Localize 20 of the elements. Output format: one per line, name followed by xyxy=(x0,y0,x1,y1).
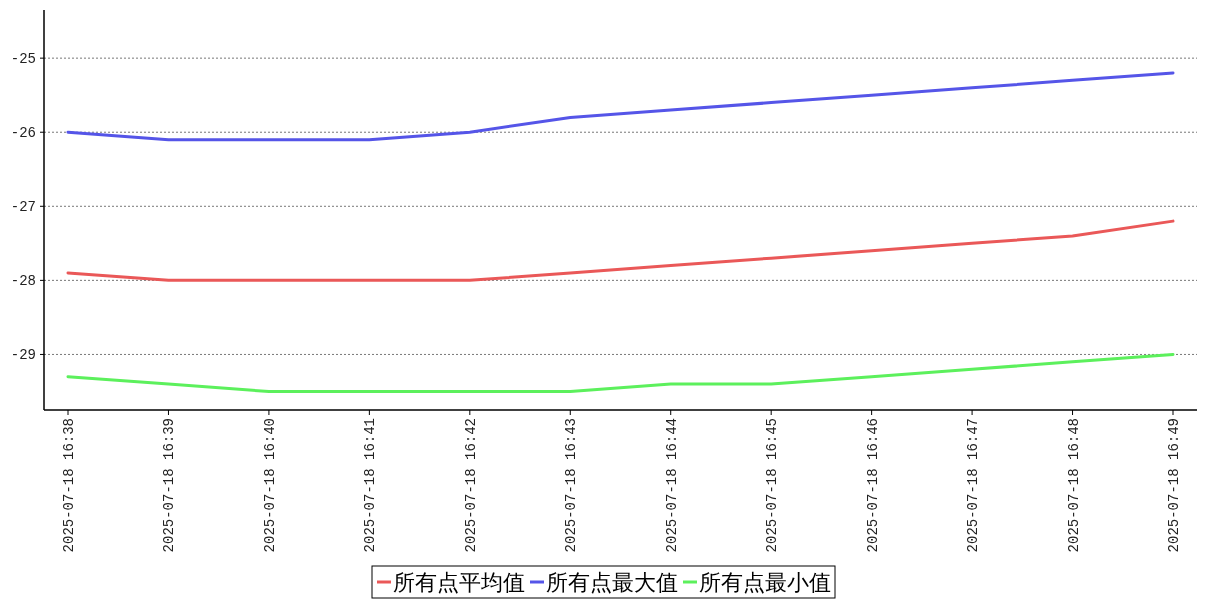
x-tick-label: 2025-07-18 16:43 xyxy=(563,418,580,553)
x-tick-label: 2025-07-18 16:38 xyxy=(61,418,77,553)
x-tick-label: 2025-07-18 16:41 xyxy=(362,418,379,553)
x-tick-label: 2025-07-18 16:45 xyxy=(764,418,781,553)
x-tick-label: 2025-07-18 16:42 xyxy=(462,418,479,553)
y-tick-label: -29 xyxy=(10,347,36,364)
x-tick-label: 2025-07-18 16:47 xyxy=(965,418,982,553)
y-tick-label: -26 xyxy=(10,125,36,142)
x-tick-label: 2025-07-18 16:44 xyxy=(663,418,680,553)
x-tick-label: 2025-07-18 16:39 xyxy=(161,418,178,553)
x-tick-label: 2025-07-18 16:46 xyxy=(864,418,881,553)
x-tick-label: 2025-07-18 16:40 xyxy=(261,418,278,553)
x-tick-label: 2025-07-18 16:48 xyxy=(1065,418,1082,553)
y-tick-label: -25 xyxy=(10,51,36,68)
y-tick-label: -28 xyxy=(10,273,36,290)
legend-label: 所有点平均值 xyxy=(393,571,525,597)
x-tick-label: 2025-07-18 16:49 xyxy=(1166,418,1182,553)
legend-label: 所有点最小值 xyxy=(699,571,831,597)
legend-label: 所有点最大值 xyxy=(546,571,678,597)
y-tick-label: -27 xyxy=(10,199,36,216)
